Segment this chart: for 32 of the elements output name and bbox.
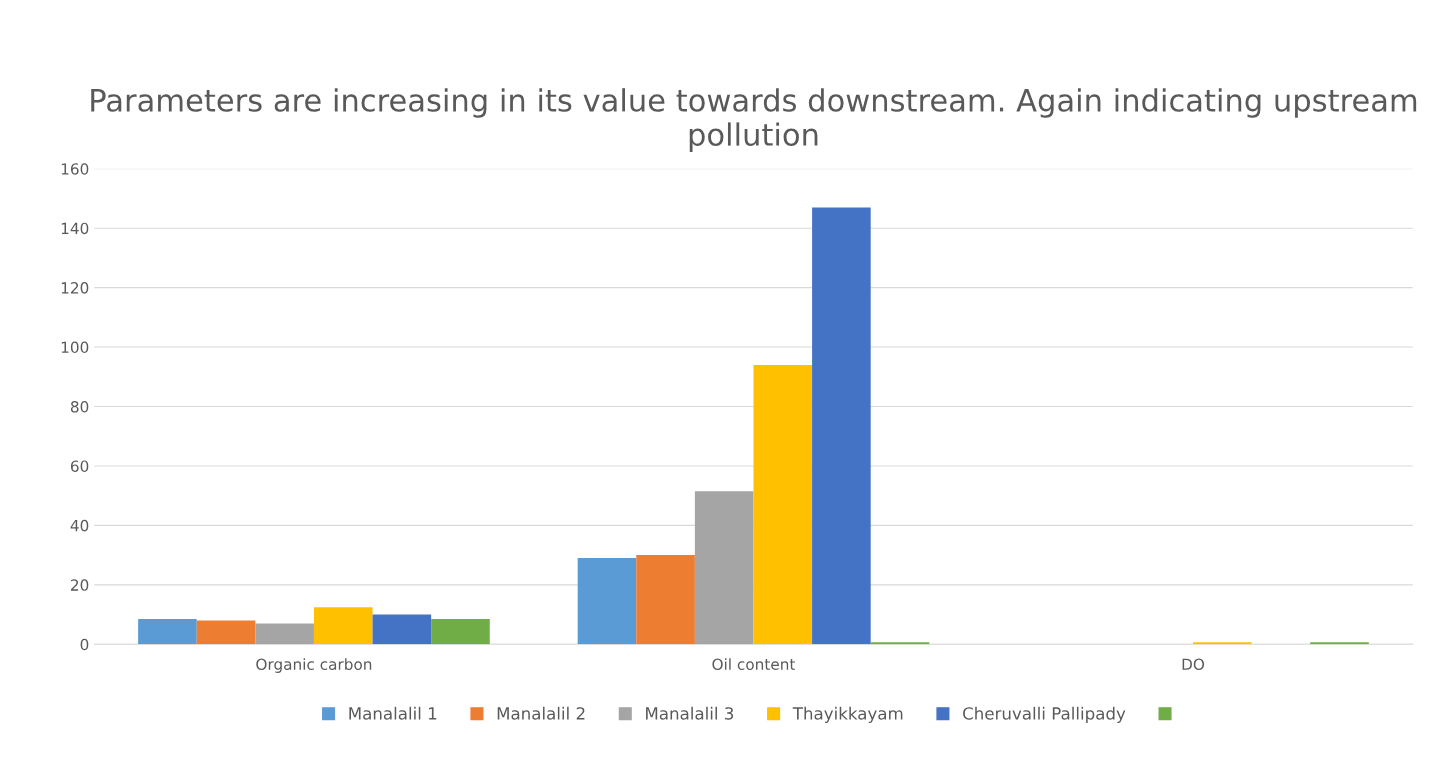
bar: [255, 623, 314, 645]
y-tick-label: 80: [70, 400, 89, 413]
bar: [196, 620, 256, 645]
bar: [577, 558, 637, 645]
legend-label: Manalalil 2: [497, 706, 585, 720]
bar: [313, 607, 373, 645]
bar: [753, 364, 813, 645]
bar: [1310, 642, 1369, 645]
y-tick-label: 40: [70, 519, 89, 532]
bar: [812, 207, 871, 645]
y-tick-label: 0: [80, 638, 89, 651]
y-tick-label: 160: [61, 163, 89, 175]
y-tick-label: 120: [61, 282, 89, 294]
y-tick-label: 20: [71, 579, 89, 591]
y-tick-label: 140: [61, 222, 89, 235]
bar: [431, 619, 490, 645]
y-tick-label: 100: [61, 341, 89, 354]
x-tick-label: DO: [1182, 658, 1205, 670]
legend-label: Cheruvalli Pallipady: [963, 706, 1126, 723]
chart-title: Parameters are increasing in its value towards downstream. Again indicating upstream pollution: [91, 88, 1417, 152]
bar: [636, 555, 695, 645]
x-tick-label: Organic carbon: [256, 658, 372, 673]
legend-label: Thayikkayam: [792, 706, 903, 723]
bar: [870, 642, 930, 645]
bar: [372, 614, 432, 645]
legend-label: Manalalil 3: [646, 706, 734, 720]
bar: [1193, 642, 1252, 645]
bar: [694, 491, 754, 645]
bar: [138, 619, 197, 645]
y-tick-label: 60: [70, 460, 89, 472]
legend-label: Manalalil 1: [349, 706, 437, 720]
x-tick-label: Oil content: [712, 658, 796, 670]
